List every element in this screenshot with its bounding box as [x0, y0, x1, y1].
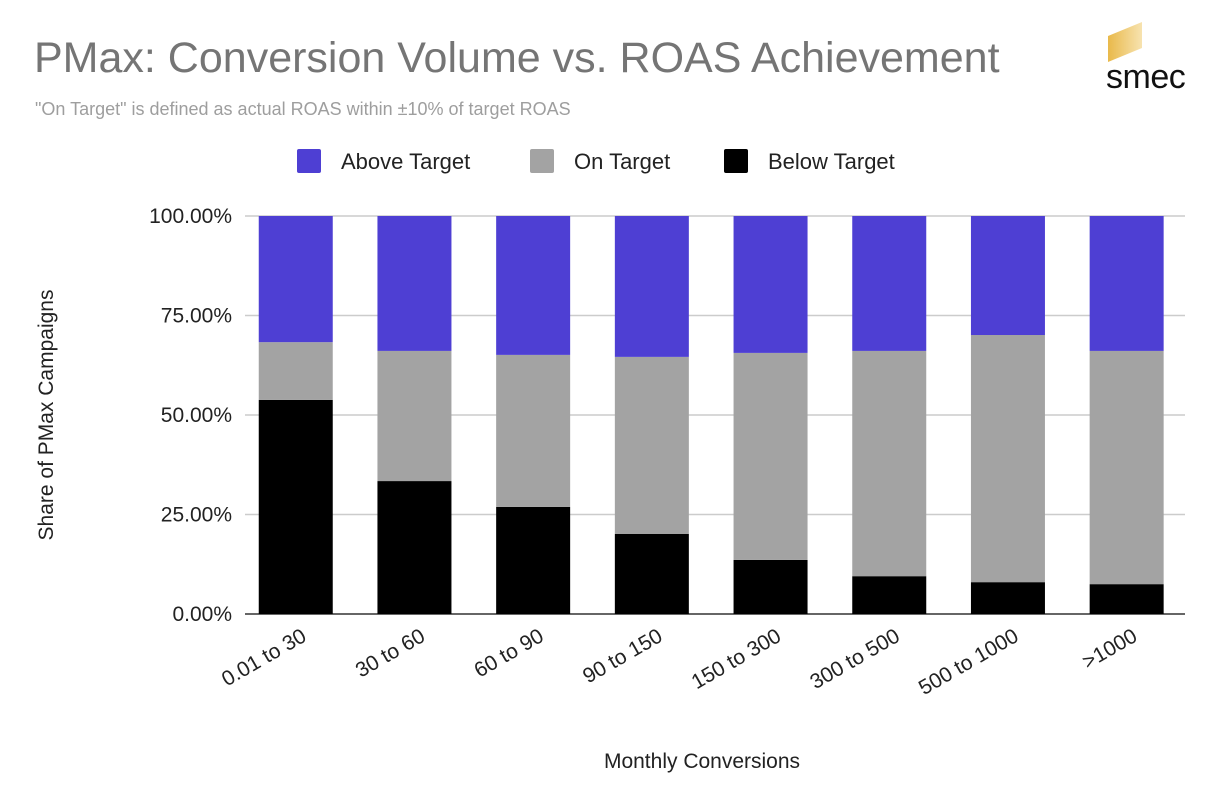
y-tick-label: 75.00%: [161, 305, 232, 328]
smec-logo-icon: [1108, 22, 1142, 62]
chart-subtitle: "On Target" is defined as actual ROAS wi…: [35, 99, 571, 119]
y-tick-label: 25.00%: [161, 504, 232, 527]
chart-title: PMax: Conversion Volume vs. ROAS Achieve…: [34, 34, 1000, 82]
bar-on-target: [852, 350, 927, 577]
bar-above-target: [852, 216, 927, 351]
y-axis-label: Share of PMax Campaigns: [35, 290, 58, 541]
x-tick-label: 0.01 to 30: [218, 624, 310, 691]
legend-label: Below Target: [768, 149, 895, 174]
y-tick-label: 0.00%: [172, 603, 232, 626]
y-tick-label: 100.00%: [149, 205, 232, 228]
bar-below-target: [1089, 584, 1164, 614]
x-tick-label: 150 to 300: [688, 624, 785, 694]
legend-swatch: [724, 149, 748, 173]
legend-label: Above Target: [341, 149, 470, 174]
x-tick-label: 300 to 500: [806, 624, 903, 694]
bar-below-target: [970, 582, 1045, 614]
bar-on-target: [970, 335, 1045, 583]
logo-text: smec: [1106, 58, 1186, 96]
bar-above-target: [970, 216, 1045, 336]
x-tick-label: 500 to 1000: [915, 624, 1023, 699]
bar-above-target: [377, 216, 452, 351]
y-tick-label: 50.00%: [161, 404, 232, 427]
bar-below-target: [733, 559, 808, 614]
bar-on-target: [614, 356, 689, 535]
bar-above-target: [614, 216, 689, 357]
x-axis-label: Monthly Conversions: [604, 750, 800, 773]
x-tick-label: 90 to 150: [579, 624, 666, 688]
bar-below-target: [496, 506, 571, 614]
bar-below-target: [258, 399, 333, 614]
bar-on-target: [496, 354, 571, 507]
bar-on-target: [733, 352, 808, 560]
bar-above-target: [733, 216, 808, 353]
legend-swatch: [297, 149, 321, 173]
legend-swatch: [530, 149, 554, 173]
x-tick-label: 30 to 60: [352, 624, 429, 682]
legend-label: On Target: [574, 149, 670, 174]
bar-below-target: [852, 576, 927, 614]
bar-on-target: [258, 342, 333, 400]
bar-above-target: [1089, 216, 1164, 351]
bar-above-target: [496, 216, 571, 355]
bar-above-target: [258, 216, 333, 343]
bar-below-target: [614, 534, 689, 614]
x-tick-label: 60 to 90: [470, 624, 547, 682]
bar-on-target: [1089, 350, 1164, 585]
bar-on-target: [377, 350, 452, 482]
x-tick-label: >1000: [1079, 624, 1142, 673]
bar-below-target: [377, 481, 452, 614]
